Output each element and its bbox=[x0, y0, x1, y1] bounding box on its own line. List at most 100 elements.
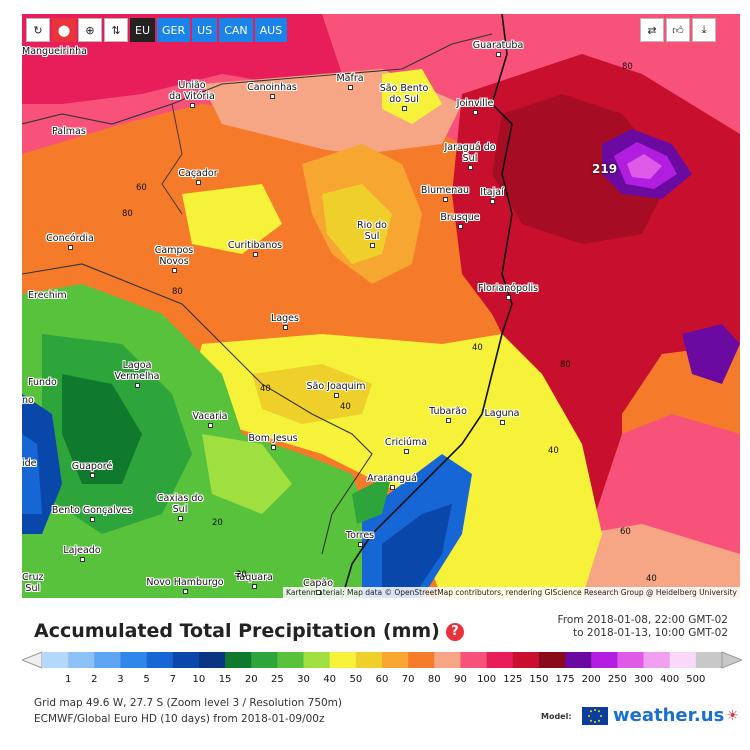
scale-tick: 7 bbox=[169, 674, 176, 685]
scale-swatch bbox=[382, 652, 409, 668]
scale-swatch bbox=[68, 652, 95, 668]
sort-arrows-icon: ⇅ bbox=[111, 23, 121, 37]
place-label: ide bbox=[22, 458, 37, 469]
max-value-label: 219 bbox=[592, 162, 618, 176]
contour-label: 20 bbox=[236, 570, 247, 580]
scale-tick: 3 bbox=[117, 674, 124, 685]
scale-tick: 300 bbox=[633, 674, 654, 685]
place-label: Rio do Sul bbox=[357, 220, 387, 242]
scale-swatch bbox=[146, 652, 174, 668]
map-pin-icon: ⬤ bbox=[57, 23, 71, 37]
place-marker bbox=[443, 197, 448, 202]
scale-swatch bbox=[538, 652, 566, 668]
help-icon[interactable]: ? bbox=[445, 623, 464, 641]
place-label: Florianópolis bbox=[477, 283, 539, 294]
place-marker bbox=[190, 103, 195, 108]
scale-swatch bbox=[277, 652, 305, 668]
logo-text: weather.us bbox=[613, 705, 725, 726]
scale-tick: 200 bbox=[581, 674, 601, 685]
place-label: Laguna bbox=[484, 408, 520, 419]
scale-swatch bbox=[120, 652, 148, 668]
map-actions: ⇄ 👍︎ ⤓ bbox=[640, 18, 718, 42]
region-can-button[interactable]: CAN bbox=[219, 18, 253, 42]
place-label: Araranguá bbox=[367, 473, 417, 484]
scale-tick: 500 bbox=[686, 674, 706, 685]
sort-button[interactable]: ⇅ bbox=[104, 18, 128, 42]
place-label: Capão bbox=[302, 578, 334, 589]
place-marker bbox=[183, 589, 188, 594]
share-button[interactable]: ⇄ bbox=[640, 18, 664, 42]
place-marker bbox=[334, 393, 339, 398]
place-label: São Bento do Sul bbox=[379, 83, 429, 105]
model-run-info: ECMWF/Global Euro HD (10 days) from 2018… bbox=[34, 713, 325, 725]
place-label: Caçador bbox=[178, 168, 218, 179]
scale-tick: 25 bbox=[271, 674, 284, 685]
place-marker bbox=[316, 590, 321, 595]
contour-label: 80 bbox=[122, 209, 133, 219]
scale-tick: 150 bbox=[529, 674, 549, 685]
scale-tick: 80 bbox=[427, 674, 441, 685]
place-marker bbox=[80, 557, 85, 562]
place-marker bbox=[90, 473, 95, 478]
download-button[interactable]: ⤓ bbox=[692, 18, 716, 42]
contour-label: 40 bbox=[260, 384, 271, 394]
place-label: Criciúma bbox=[384, 437, 428, 448]
region-ger-button[interactable]: GER bbox=[157, 18, 191, 42]
like-button[interactable]: 👍︎ bbox=[666, 18, 690, 42]
scale-left-arrow bbox=[22, 651, 43, 669]
region-eu-button[interactable]: EU bbox=[130, 18, 156, 42]
place-label: Bento Gonçalves bbox=[51, 505, 133, 516]
contour-label: 40 bbox=[340, 402, 351, 412]
place-label: Canoinhas bbox=[247, 82, 297, 93]
place-marker bbox=[208, 423, 213, 428]
contour-label: 80 bbox=[172, 287, 183, 297]
color-scale bbox=[22, 651, 742, 669]
contour-label: 80 bbox=[622, 62, 633, 72]
scale-tick: 250 bbox=[607, 674, 627, 685]
zoom-in-icon: ⊕ bbox=[85, 23, 95, 37]
place-marker bbox=[446, 418, 451, 423]
scale-tick: 400 bbox=[660, 674, 680, 685]
map-toolbar: ↻ ⬤ ⊕ ⇅ EU GER US CAN AUS bbox=[26, 18, 289, 42]
precipitation-map[interactable]: Kartenmaterial: Map data © OpenStreetMap… bbox=[22, 14, 740, 598]
place-marker bbox=[135, 383, 140, 388]
eu-flag-icon bbox=[582, 706, 608, 725]
chart-title: Accumulated Total Precipitation (mm)? bbox=[34, 620, 464, 642]
place-label: Guaporé bbox=[71, 461, 113, 472]
place-marker bbox=[390, 485, 395, 490]
period-from: From 2018-01-08, 22:00 GMT-02 bbox=[557, 614, 728, 626]
place-marker bbox=[253, 252, 258, 257]
scale-tick: 40 bbox=[323, 674, 337, 685]
place-label: Lagoa Vermelha bbox=[114, 360, 160, 382]
place-label: Novo Hamburgo bbox=[146, 577, 224, 588]
refresh-button[interactable]: ↻ bbox=[26, 18, 50, 42]
place-label: União da Vitória bbox=[169, 80, 215, 102]
place-marker bbox=[172, 268, 177, 273]
scale-swatch bbox=[695, 652, 723, 668]
contour-label: 20 bbox=[212, 518, 223, 528]
region-us-button[interactable]: US bbox=[192, 18, 218, 42]
region-aus-button[interactable]: AUS bbox=[254, 18, 288, 42]
place-marker bbox=[490, 199, 495, 204]
place-marker bbox=[358, 542, 363, 547]
scale-swatch bbox=[643, 652, 671, 668]
scale-swatch bbox=[251, 652, 278, 668]
scale-swatch bbox=[460, 652, 488, 668]
scale-swatch bbox=[591, 652, 618, 668]
map-attribution: Kartenmaterial: Map data © OpenStreetMap… bbox=[283, 587, 740, 598]
place-marker bbox=[370, 243, 375, 248]
scale-swatch bbox=[329, 652, 357, 668]
zoom-button[interactable]: ⊕ bbox=[78, 18, 102, 42]
place-label: Jaraguá do Sul bbox=[444, 142, 496, 164]
weather-us-logo[interactable]: weather.us ☀ bbox=[582, 705, 739, 726]
place-label: Erechim bbox=[28, 290, 67, 301]
location-button[interactable]: ⬤ bbox=[52, 18, 76, 42]
grid-info: Grid map 49.6 W, 27.7 S (Zoom level 3 / … bbox=[34, 697, 343, 709]
contour-label: 60 bbox=[136, 183, 147, 193]
scale-tick: 5 bbox=[143, 674, 150, 685]
period-to: to 2018-01-13, 10:00 GMT-02 bbox=[573, 627, 728, 639]
period-info: From 2018-01-08, 22:00 GMT-02 to 2018-01… bbox=[558, 614, 728, 640]
thumbs-up-icon: 👍︎ bbox=[672, 23, 684, 37]
scale-swatch bbox=[512, 652, 540, 668]
place-marker bbox=[270, 94, 275, 99]
